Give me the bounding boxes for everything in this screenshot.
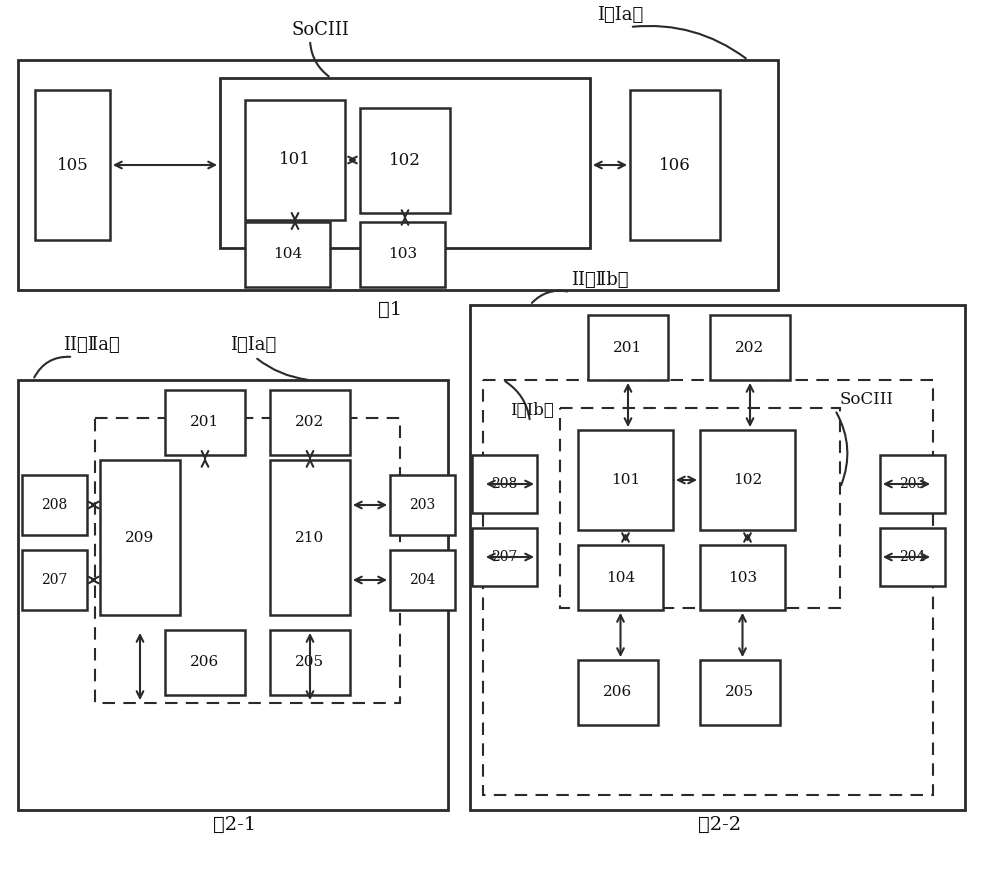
Bar (880, 455, 945, 513)
Text: 101: 101 (279, 151, 311, 168)
Text: 206: 206 (190, 656, 220, 669)
Bar (270, 390, 350, 455)
Bar (588, 315, 668, 380)
Text: 202: 202 (735, 341, 765, 355)
Text: II（Ⅱa）: II（Ⅱa） (63, 336, 120, 354)
Text: SoCIII: SoCIII (840, 391, 894, 409)
Bar (22, 475, 87, 535)
Text: 105: 105 (57, 157, 88, 173)
Text: 201: 201 (190, 415, 220, 429)
Bar (245, 222, 330, 287)
Text: 201: 201 (613, 341, 643, 355)
Text: 203: 203 (409, 498, 436, 512)
Text: 103: 103 (728, 571, 757, 584)
Text: 104: 104 (606, 571, 635, 584)
Bar (700, 545, 785, 610)
Text: 202: 202 (295, 415, 325, 429)
Bar (360, 108, 450, 213)
Bar (578, 660, 658, 725)
Bar (18, 380, 448, 810)
Bar (472, 528, 537, 586)
Text: II（Ⅱb）: II（Ⅱb） (571, 271, 629, 289)
Bar (270, 460, 350, 615)
Text: 205: 205 (725, 686, 755, 699)
Bar (220, 78, 590, 248)
Text: 205: 205 (295, 656, 325, 669)
Bar (578, 430, 673, 530)
Bar (472, 455, 537, 513)
Text: I（Ⅰa）: I（Ⅰa） (597, 6, 643, 24)
Text: 203: 203 (899, 477, 926, 491)
Text: 102: 102 (389, 152, 421, 169)
Bar (710, 315, 790, 380)
Text: I（Ⅰb）: I（Ⅰb） (510, 402, 554, 419)
Text: 图2-1: 图2-1 (213, 816, 257, 834)
Bar (578, 545, 663, 610)
Bar (270, 630, 350, 695)
Bar (35, 90, 110, 240)
Bar (360, 222, 445, 287)
Text: 204: 204 (899, 550, 926, 564)
Text: 图2-2: 图2-2 (698, 816, 742, 834)
Text: 图1: 图1 (378, 301, 402, 319)
Bar (18, 60, 778, 290)
Bar (165, 390, 245, 455)
Bar (483, 380, 933, 795)
Bar (100, 460, 180, 615)
Text: 102: 102 (733, 473, 762, 487)
Text: 208: 208 (491, 477, 518, 491)
Text: 103: 103 (388, 248, 417, 261)
Text: 207: 207 (41, 573, 68, 587)
Bar (470, 305, 965, 810)
Bar (245, 100, 345, 220)
Bar (165, 630, 245, 695)
Text: 101: 101 (611, 473, 640, 487)
Text: 204: 204 (409, 573, 436, 587)
Bar (390, 550, 455, 610)
Text: 209: 209 (125, 530, 155, 544)
Text: SoCIII: SoCIII (291, 21, 349, 39)
Text: 106: 106 (659, 157, 691, 173)
Bar (700, 660, 780, 725)
Bar (95, 418, 400, 703)
Text: 208: 208 (41, 498, 68, 512)
Bar (700, 430, 795, 530)
Text: I（Ⅰa）: I（Ⅰa） (230, 336, 276, 354)
Text: 210: 210 (295, 530, 325, 544)
Bar (390, 475, 455, 535)
Bar (630, 90, 720, 240)
Bar (560, 408, 840, 608)
Text: 207: 207 (491, 550, 518, 564)
Text: 206: 206 (603, 686, 633, 699)
Bar (880, 528, 945, 586)
Bar (22, 550, 87, 610)
Text: 104: 104 (273, 248, 302, 261)
